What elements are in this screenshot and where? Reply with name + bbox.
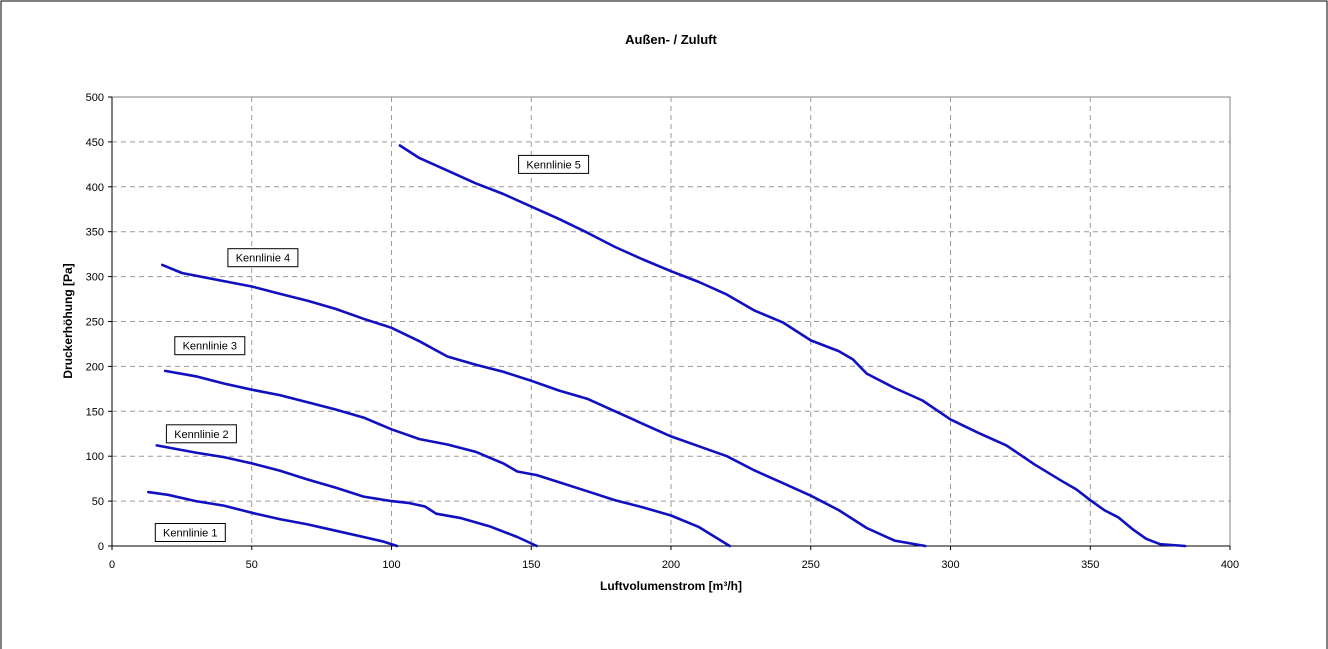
series-line-kennlinie-2	[155, 444, 539, 548]
x-tick-label: 200	[662, 559, 680, 571]
x-tick-label: 400	[1221, 559, 1239, 571]
y-tick-label: 100	[86, 451, 104, 463]
chart-title: Außen- / Zuluft	[625, 32, 717, 47]
x-axis-label: Luftvolumenstrom [m³/h]	[600, 579, 742, 593]
y-tick-label: 150	[86, 406, 104, 418]
series-line-kennlinie-1	[147, 490, 399, 548]
y-tick-label: 50	[92, 496, 104, 508]
axis-ticks: 0 50 100 150 200 250 300 350 400 450 500 0 50 100 150 2…	[86, 92, 1240, 571]
series-lines	[147, 144, 1187, 548]
x-tick-label: 150	[522, 559, 540, 571]
series-label-kennlinie-3: Kennlinie 3	[174, 336, 246, 356]
x-tick-label: 100	[382, 559, 400, 571]
series-label-kennlinie-1: Kennlinie 1	[154, 523, 226, 542]
series-line-kennlinie-4	[161, 263, 927, 548]
series-label-text: Kennlinie 3	[183, 341, 237, 353]
y-tick-label: 200	[86, 361, 104, 373]
y-tick-label: 450	[86, 137, 104, 149]
y-axis-label: Druckerhöhung [Pa]	[61, 263, 75, 378]
x-tick-label: 300	[941, 559, 959, 571]
series-line-kennlinie-3	[163, 369, 731, 548]
y-tick-label: 350	[86, 227, 104, 239]
series-label-text: Kennlinie 5	[526, 159, 580, 171]
series-label-kennlinie-5: Kennlinie 5	[518, 154, 590, 174]
series-label-text: Kennlinie 4	[236, 253, 290, 265]
y-tick-label: 400	[86, 182, 104, 194]
series-label-kennlinie-2: Kennlinie 2	[165, 424, 237, 444]
series-label-text: Kennlinie 1	[163, 528, 217, 540]
x-tick-label: 0	[109, 559, 115, 571]
series-label-text: Kennlinie 2	[174, 429, 228, 441]
y-tick-label: 500	[86, 92, 104, 104]
x-tick-label: 350	[1081, 559, 1099, 571]
x-tick-label: 50	[246, 559, 258, 571]
grid-lines	[112, 97, 1230, 546]
y-tick-label: 300	[86, 272, 104, 284]
x-tick-label: 250	[802, 559, 820, 571]
y-tick-label: 0	[98, 541, 104, 553]
series-labels: Kennlinie 1 Kennlinie 2 Kennlinie 3 Kennlin…	[154, 154, 590, 542]
y-tick-label: 250	[86, 317, 104, 329]
series-label-kennlinie-4: Kennlinie 4	[227, 248, 299, 268]
series-line-kennlinie-5	[398, 144, 1187, 548]
